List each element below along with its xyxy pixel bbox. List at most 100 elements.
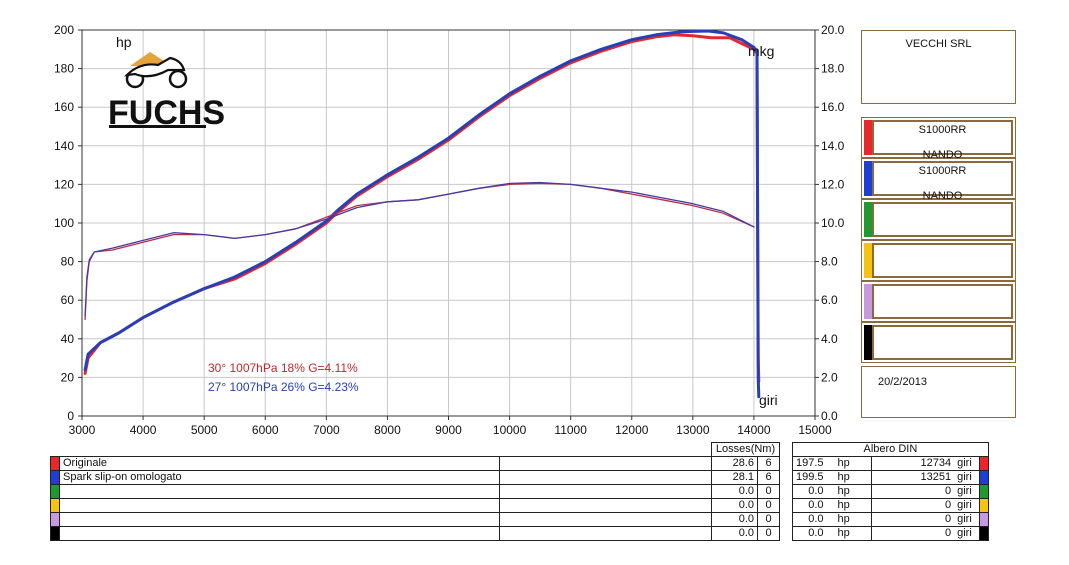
row-rpm-unit: giri: [957, 457, 972, 469]
x-tick-label: 6000: [252, 423, 279, 437]
x-tick-label: 12000: [615, 423, 649, 437]
run-vehicle: [874, 329, 1011, 342]
y-left-tick-label: 200: [54, 23, 74, 37]
row-notes: [499, 498, 712, 513]
row-name-value: Spark slip-on omologato: [63, 471, 182, 483]
row-color-left: [50, 526, 60, 541]
run-box: S1000RR NANDO: [861, 117, 1016, 161]
row-gap: [780, 527, 793, 541]
row-hp-unit: hp: [837, 499, 850, 511]
losses-header: Losses(Nm): [711, 442, 780, 457]
row-gap: [780, 485, 793, 499]
fuchs-logo: FUCHS: [108, 52, 225, 132]
run-box: [861, 322, 1016, 363]
series-line-power-1: [83, 29, 761, 399]
row-hp-value: 197.5: [796, 457, 824, 469]
series-layer: [83, 29, 761, 399]
run-label: [872, 284, 1013, 319]
y-left-unit-label: hp: [116, 34, 132, 50]
row-color-left: [50, 484, 60, 499]
run-label: [872, 243, 1013, 278]
y-left-tick-label: 120: [54, 177, 74, 191]
run-label: S1000RR NANDO: [872, 161, 1013, 202]
row-loss-2-value: 0: [765, 499, 772, 511]
row-loss: 0.0: [711, 484, 758, 499]
run-color-swatch: [864, 202, 872, 237]
company-name: VECCHI SRL: [905, 38, 972, 50]
table-row: 0.0 0 0.0 hp 0 giri: [50, 498, 989, 513]
x-tick-label: 14000: [737, 423, 771, 437]
row-loss-2: 0: [757, 498, 780, 513]
run-color-swatch: [864, 243, 872, 278]
row-loss-2-value: 0: [765, 527, 772, 539]
row-color-right: [978, 526, 989, 541]
x-tick-label: 3000: [69, 423, 96, 437]
row-loss-value: 0.0: [738, 513, 754, 525]
run-vehicle: S1000RR: [918, 165, 967, 177]
y-right-tick-label: 6.0: [821, 293, 838, 307]
series-line-power-0: [83, 33, 761, 383]
row-hp-unit: hp: [837, 527, 850, 539]
row-loss: 28.6: [711, 456, 758, 471]
run-color-swatch: [864, 120, 872, 155]
date-panel: 20/2/2013: [861, 366, 1016, 418]
y-right-tick-label: 10.0: [821, 216, 845, 230]
row-loss-value: 28.6: [732, 457, 754, 469]
row-loss: 0.0: [711, 526, 758, 541]
row-loss-2-value: 0: [765, 485, 772, 497]
row-hp: 0.0 hp: [792, 498, 872, 513]
run-vehicle: [874, 247, 1011, 260]
x-tick-label: 9000: [435, 423, 462, 437]
x-unit-label: giri: [759, 392, 778, 408]
row-hp-value: 0.0: [808, 485, 824, 497]
series-line-torque-3: [84, 181, 755, 317]
row-color-left: [50, 456, 60, 471]
y-right-tick-label: 14.0: [821, 139, 845, 153]
table-row: 0.0 0 0.0 hp 0 giri: [50, 526, 989, 541]
row-gap: [780, 457, 793, 471]
run-vehicle: [874, 206, 1011, 219]
row-name: [59, 498, 500, 513]
run-color-swatch: [864, 284, 872, 319]
y-left-tick-label: 40: [61, 332, 75, 346]
row-loss-2: 0: [757, 512, 780, 527]
table-row: 0.0 0 0.0 hp 0 giri: [50, 512, 989, 527]
dyno-chart: 3000 4000 5000 6000 7000 8000 9000 10000 11000 12…: [54, 23, 845, 437]
row-color-right: [978, 456, 989, 471]
table-header-row: Losses(Nm) Albero DIN: [51, 442, 989, 457]
x-tick-label: 11000: [554, 423, 587, 437]
run-box: [861, 240, 1016, 281]
row-rpm: 0 giri: [870, 484, 980, 499]
table-row: 0.0 0 0.0 hp 0 giri: [50, 484, 989, 499]
run-box: S1000RR NANDO: [861, 158, 1016, 202]
results-table: Losses(Nm) Albero DIN Originale 28.6 6 197.…: [50, 442, 989, 541]
row-color-right: [978, 484, 989, 499]
y-right-tick-label: 2.0: [821, 370, 838, 384]
row-notes: [499, 512, 712, 527]
row-name-value: Originale: [63, 457, 108, 469]
row-rpm-value: 0: [944, 527, 952, 539]
y-left-tick-label: 0: [67, 409, 74, 423]
row-loss-value: 0.0: [738, 485, 754, 497]
y-right-tick-label: 18.0: [821, 62, 845, 76]
y-right-unit-label: mkg: [748, 43, 774, 59]
row-hp: 199.5 hp: [792, 470, 872, 485]
row-rpm-value: 0: [944, 485, 952, 497]
row-rpm: 0 giri: [870, 526, 980, 541]
run-label: [872, 202, 1013, 237]
row-rpm: 0 giri: [870, 498, 980, 513]
row-gap: [780, 513, 793, 527]
row-notes: [499, 484, 712, 499]
row-hp-value: 199.5: [796, 471, 824, 483]
row-loss-value: 0.0: [738, 499, 754, 511]
row-hp-value: 0.0: [808, 499, 824, 511]
run-color-swatch: [864, 325, 872, 360]
row-color-right: [978, 470, 989, 485]
row-rpm: 13251 giri: [870, 470, 980, 485]
row-hp: 0.0 hp: [792, 512, 872, 527]
x-tick-label: 8000: [374, 423, 401, 437]
x-tick-label: 5000: [191, 423, 218, 437]
row-name: Originale: [59, 456, 500, 471]
series-line-torque-2: [84, 182, 755, 321]
y-right-tick-label: 4.0: [821, 332, 838, 346]
